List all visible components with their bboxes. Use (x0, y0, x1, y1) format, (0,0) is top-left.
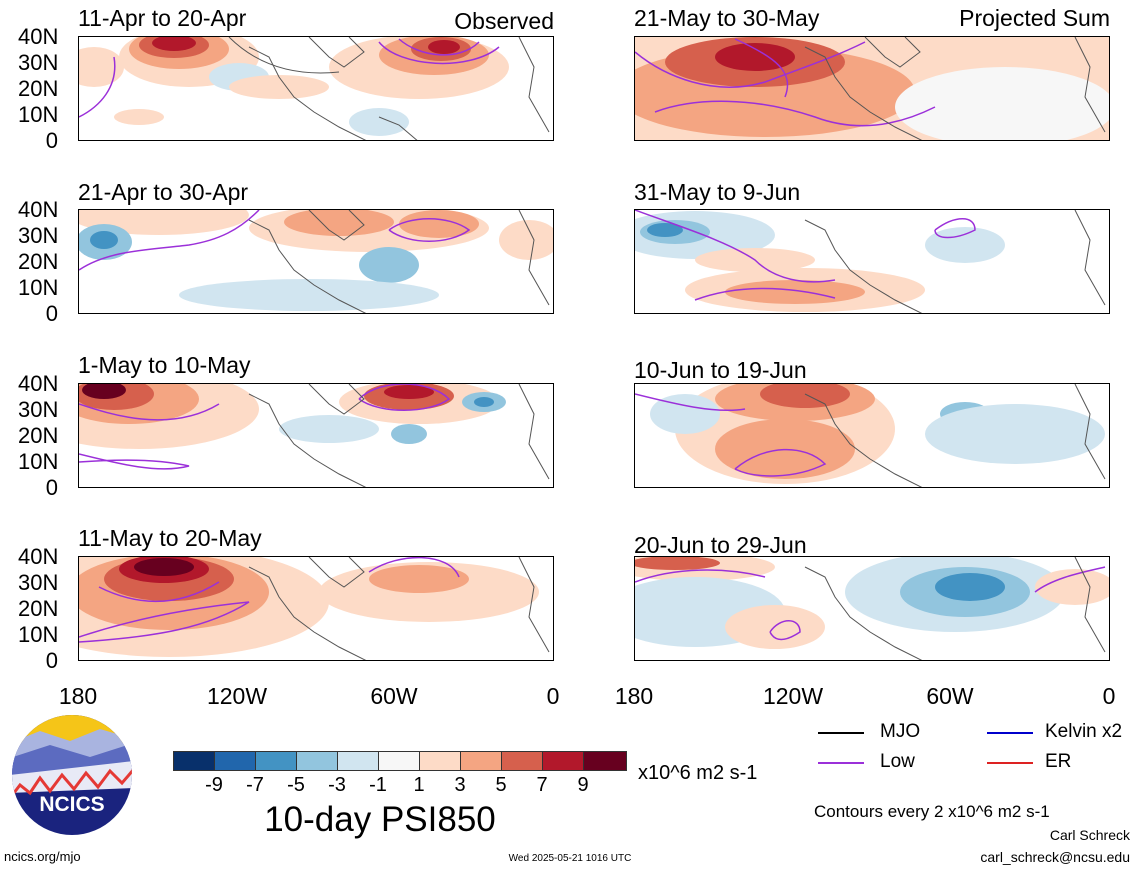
x-tick: 60W (926, 683, 974, 709)
map-panel-3 (78, 209, 554, 314)
colorbar-swatch (255, 751, 297, 771)
y-tick: 10N (18, 449, 59, 474)
x-tick: 0 (1102, 683, 1116, 709)
panel-5-title: 1-May to 10-May (78, 352, 251, 378)
map-panel-2-plot (635, 37, 1109, 140)
map-panel-2 (634, 36, 1110, 141)
map-panel-6 (634, 383, 1110, 488)
colorbar-label: 5 (495, 774, 507, 796)
colorbar-swatch (337, 751, 379, 771)
map-panel-8 (634, 556, 1110, 661)
panel-2-label: Projected Sum (959, 5, 1110, 31)
colorbar-label: -5 (287, 774, 305, 796)
ncics-logo: NCICS (10, 713, 134, 842)
colorbar-swatch (378, 751, 420, 771)
author-email: carl_schreck@ncsu.edu (980, 849, 1130, 865)
colorbar-label: -7 (246, 774, 264, 796)
y-tick: 10N (18, 622, 59, 647)
colorbar-label: -1 (369, 774, 387, 796)
y-tick: 20N (18, 76, 59, 101)
y-tick: 30N (18, 570, 59, 595)
y-tick: 40N (18, 371, 59, 396)
map-panel-3-plot (79, 210, 553, 313)
colorbar-swatch (501, 751, 543, 771)
panel-8-title: 20-Jun to 29-Jun (634, 532, 807, 558)
map-panel-6-plot (635, 384, 1106, 487)
panel-1-label: Observed (454, 8, 554, 34)
legend-label-low: Low (880, 751, 915, 772)
footer-timestamp: Wed 2025-05-21 1016 UTC (508, 853, 632, 864)
legend-line-er (987, 762, 1033, 764)
y-tick: 30N (18, 397, 59, 422)
author-name: Carl Schreck (1049, 827, 1130, 843)
legend-line-low (818, 762, 864, 764)
panel-4-title: 31-May to 9-Jun (634, 179, 801, 205)
map-panel-5 (78, 383, 554, 488)
colorbar-label: 7 (536, 774, 548, 796)
colorbar-label: 1 (413, 774, 425, 796)
x-tick: 180 (58, 683, 98, 709)
panel-1-title: 11-Apr to 20-Apr (78, 5, 247, 31)
panel-6-title: 10-Jun to 19-Jun (634, 357, 807, 383)
map-panel-8-plot (635, 557, 1109, 660)
logo-text: NCICS (39, 793, 104, 816)
y-tick: 10N (18, 275, 59, 300)
legend-label-er: ER (1045, 751, 1072, 772)
map-panel-5-plot (79, 384, 550, 487)
colorbar-swatch (419, 751, 461, 771)
colorbar-label: 3 (454, 774, 466, 796)
colorbar-labels: -9 -7 -5 -3 -1 1 3 5 7 9 (173, 775, 627, 797)
y-tick: 10N (18, 102, 59, 127)
colorbar-swatch (460, 751, 502, 771)
map-panel-7-plot (79, 557, 550, 660)
x-tick: 120W (762, 683, 824, 709)
panel-7-title: 11-May to 20-May (78, 525, 262, 551)
map-panel-7 (78, 556, 554, 661)
colorbar-swatch (214, 751, 256, 771)
map-panel-4 (634, 209, 1110, 314)
colorbar-label: 9 (577, 774, 589, 796)
colorbar-swatch (173, 751, 215, 771)
product-title: 10-day PSI850 (264, 800, 496, 839)
y-tick: 40N (18, 24, 59, 49)
x-tick: 60W (370, 683, 418, 709)
legend-line-kelvin (987, 732, 1033, 734)
ncics-logo-icon: NCICS (12, 715, 132, 835)
map-panel-1 (78, 36, 554, 141)
legend-label-mjo: MJO (880, 721, 921, 742)
footer-url[interactable]: ncics.org/mjo (4, 849, 81, 864)
colorbar-swatch (583, 751, 627, 771)
y-tick: 30N (18, 223, 59, 248)
colorbar-swatch (296, 751, 338, 771)
y-tick: 0 (45, 128, 58, 153)
x-tick: 180 (614, 683, 654, 709)
map-panel-4-plot (635, 210, 1106, 313)
map-panel-1-plot (79, 37, 550, 140)
y-tick: 20N (18, 423, 59, 448)
contours-note: Contours every 2 x10^6 m2 s-1 (814, 802, 1050, 821)
y-tick: 20N (18, 596, 59, 621)
y-tick: 0 (45, 648, 58, 673)
colorbar-swatch (542, 751, 584, 771)
y-tick: 30N (18, 50, 59, 75)
legend-line-mjo (818, 732, 864, 734)
colorbar (173, 751, 627, 771)
y-tick: 20N (18, 249, 59, 274)
colorbar-label: -3 (328, 774, 346, 796)
x-tick: 120W (206, 683, 268, 709)
panel-3-title: 21-Apr to 30-Apr (78, 179, 249, 205)
y-tick: 40N (18, 544, 59, 569)
panel-2-title: 21-May to 30-May (634, 5, 820, 31)
y-tick: 0 (45, 475, 58, 500)
colorbar-units: x10^6 m2 s-1 (638, 762, 758, 784)
legend-label-kelvin: Kelvin x2 (1045, 721, 1123, 742)
y-tick: 0 (45, 301, 58, 326)
y-tick: 40N (18, 197, 59, 222)
x-tick: 0 (546, 683, 560, 709)
colorbar-label: -9 (205, 774, 223, 796)
